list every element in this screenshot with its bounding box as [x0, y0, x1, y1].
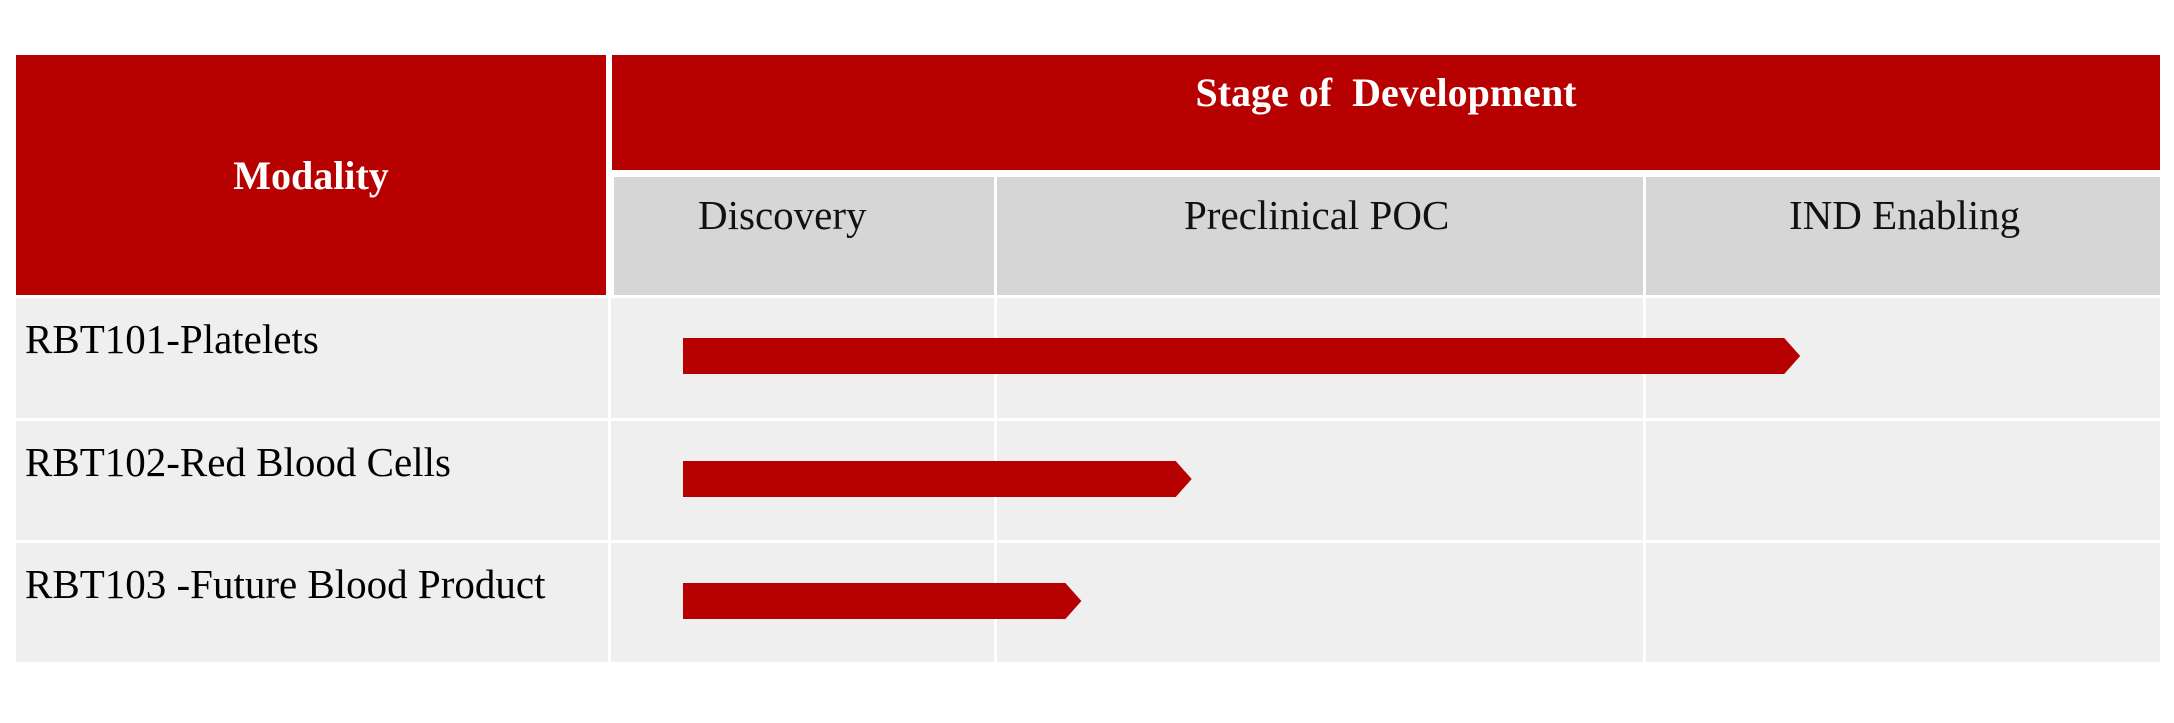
stage-header-preclinical-poc: Preclinical POC	[997, 177, 1643, 295]
program-label-rbt102: RBT102-Red Blood Cells	[16, 421, 608, 540]
stage-header: Stage of Development	[612, 55, 2160, 170]
row3-ind-cell	[1646, 543, 2160, 662]
row2-ind-cell	[1646, 421, 2160, 540]
stage-label-ind-enabling: IND Enabling	[1789, 192, 2021, 238]
stage-label-discovery: Discovery	[698, 192, 867, 238]
progress-bars	[683, 338, 1801, 619]
program-label-rbt103: RBT103 -Future Blood Product	[16, 543, 608, 662]
program-label-rbt101: RBT101-Platelets	[16, 298, 608, 418]
modality-header-label: Modality	[233, 152, 389, 198]
modality-header: Modality	[16, 55, 606, 295]
stage-label-preclinical-poc: Preclinical POC	[1184, 192, 1450, 238]
development-pipeline-chart: Modality Stage of Development Discovery …	[16, 55, 2160, 662]
row3-preclinical-cell	[997, 543, 1643, 662]
progress-arrow-2	[683, 461, 1192, 497]
stage-header-label: Stage of Development	[1195, 70, 1577, 115]
progress-arrow-3	[683, 583, 1082, 619]
stage-header-discovery: Discovery	[614, 177, 994, 295]
stage-header-ind-enabling: IND Enabling	[1646, 177, 2160, 295]
progress-arrow-1	[683, 338, 1801, 374]
